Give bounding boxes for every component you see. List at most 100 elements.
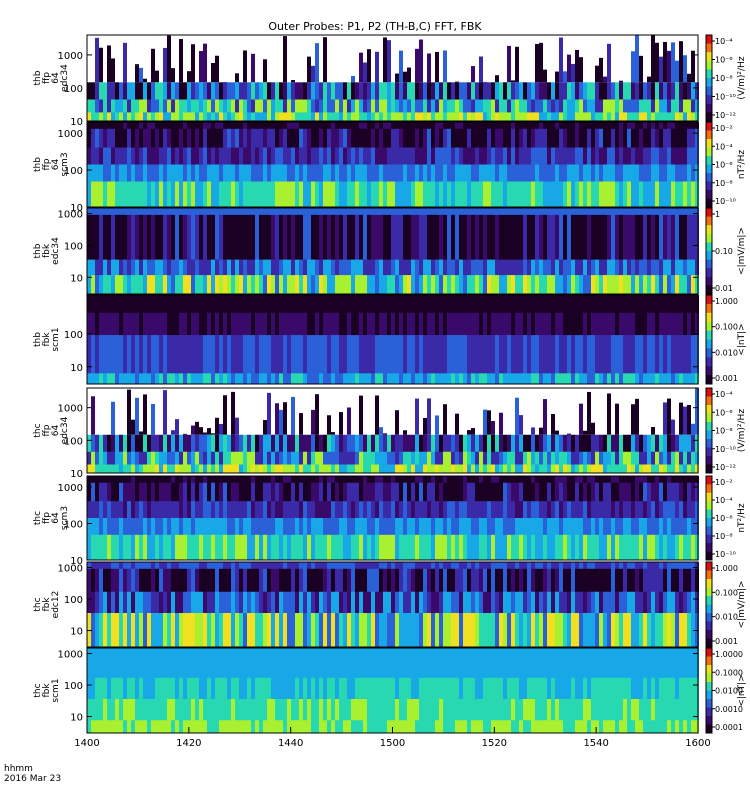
spectrogram-cell	[271, 482, 275, 502]
spectrogram-cell	[415, 82, 419, 100]
spectrogram-cell	[543, 568, 547, 593]
spectrogram-cell	[271, 591, 275, 614]
spectrogram-cell	[355, 147, 359, 165]
spectrogram-cell	[443, 562, 447, 570]
spectrogram-cell	[515, 112, 519, 122]
spectrogram-cell	[271, 82, 275, 100]
spectrogram-cell	[667, 648, 671, 679]
spectrogram-cell	[427, 99, 431, 113]
panel-frame	[86, 387, 699, 474]
spectrogram-cell	[543, 613, 547, 648]
spectrogram-cell	[435, 181, 439, 208]
spectrogram-cell	[103, 99, 107, 113]
spectrogram-cell	[543, 275, 547, 295]
spectrogram-cell	[403, 464, 407, 474]
spectrogram-cell	[219, 476, 223, 484]
spectrogram-cell	[243, 518, 247, 536]
spectrogram-cell	[467, 534, 471, 561]
spectrogram-cell	[451, 451, 455, 465]
spectrogram-cell	[507, 562, 511, 570]
spectrogram-cell	[159, 648, 163, 679]
spectrogram-cell	[359, 451, 363, 465]
spectrogram-cell	[303, 373, 307, 385]
spectrogram-cell	[167, 451, 171, 465]
spectrogram-cell	[343, 562, 347, 570]
spectrogram-cell	[111, 568, 115, 593]
spectrogram-cell	[391, 518, 395, 536]
spectrogram-cell	[639, 214, 643, 261]
spectrogram-cell	[375, 122, 379, 130]
spectrogram-cell	[191, 181, 195, 208]
spectrogram-cell	[535, 648, 539, 679]
spectrogram-cell	[607, 147, 611, 165]
spectrogram-cell	[323, 181, 327, 208]
spectrogram-cell	[167, 164, 171, 182]
spectrogram-cell	[683, 335, 687, 374]
spectrogram-cell	[423, 648, 427, 679]
spectrogram-cell	[271, 518, 275, 536]
spectrogram-cell	[187, 373, 191, 385]
spectrogram-cell	[195, 451, 199, 465]
spectrogram-cell	[599, 214, 603, 261]
spectrogram-cell	[427, 214, 431, 261]
spectrogram-cell	[331, 275, 335, 295]
spectrogram-cell	[511, 80, 515, 83]
spectrogram-cell	[583, 147, 587, 165]
spectrogram-cell	[347, 259, 351, 276]
colorbar-segment	[706, 464, 712, 474]
spectrogram-cell	[655, 112, 659, 122]
spectrogram-cell	[407, 122, 411, 130]
spectrogram-cell	[575, 259, 579, 276]
spectrogram-cell	[139, 147, 143, 165]
spectrogram-cell	[347, 335, 351, 374]
spectrogram-cell	[415, 181, 419, 208]
spectrogram-cell	[215, 613, 219, 648]
spectrogram-cell	[295, 112, 299, 122]
spectrogram-cell	[615, 259, 619, 276]
spectrogram-cell	[495, 295, 499, 314]
spectrogram-cell	[435, 259, 439, 276]
spectrogram-cell	[175, 501, 179, 519]
spectrogram-cell	[427, 501, 431, 519]
spectrogram-cell	[307, 275, 311, 295]
spectrogram-cell	[479, 259, 483, 276]
spectrogram-cell	[359, 534, 363, 561]
spectrogram-cell	[119, 82, 123, 100]
spectrogram-cell	[567, 476, 571, 484]
spectrogram-cell	[299, 312, 303, 336]
spectrogram-cell	[147, 677, 151, 700]
spectrogram-cell	[611, 434, 615, 453]
colorbar-segment	[706, 630, 712, 639]
spectrogram-cell	[611, 518, 615, 536]
spectrogram-cell	[603, 312, 607, 336]
spectrogram-cell	[231, 391, 235, 435]
spectrogram-cell	[463, 534, 467, 561]
spectrogram-cell	[203, 335, 207, 374]
colorbar-segment	[706, 190, 712, 199]
spectrogram-cell	[351, 591, 355, 614]
spectrogram-cell	[539, 518, 543, 536]
spectrogram-cell	[639, 295, 643, 314]
spectrogram-cell	[295, 677, 299, 700]
spectrogram-cell	[515, 82, 519, 100]
spectrogram-cell	[547, 501, 551, 519]
spectrogram-cell	[175, 214, 179, 261]
spectrogram-cell	[659, 312, 663, 336]
spectrogram-cell	[207, 295, 211, 314]
spectrogram-cell	[431, 562, 435, 570]
colorbar-segment	[706, 405, 712, 414]
spectrogram-cell	[427, 147, 431, 165]
spectrogram-cell	[119, 208, 123, 216]
spectrogram-cell	[355, 482, 359, 502]
spectrogram-cell	[251, 82, 255, 100]
spectrogram-cell	[319, 82, 323, 100]
spectrogram-cell	[191, 425, 195, 435]
spectrogram-cell	[391, 434, 395, 453]
spectrogram-cell	[219, 122, 223, 130]
spectrogram-cell	[215, 181, 219, 208]
spectrogram-cell	[395, 482, 399, 502]
spectrogram-cell	[303, 501, 307, 519]
spectrogram-cell	[163, 613, 167, 648]
spectrogram-cell	[603, 335, 607, 374]
spectrogram-cell	[551, 312, 555, 336]
